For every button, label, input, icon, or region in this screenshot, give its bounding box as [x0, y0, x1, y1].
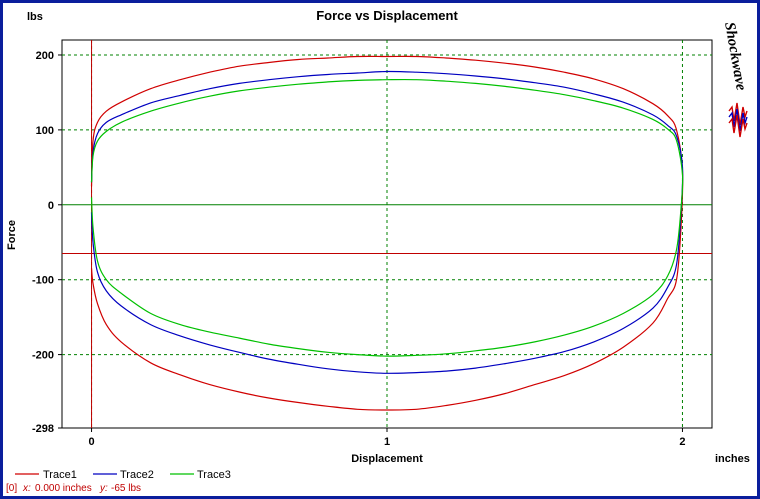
logo-wave-blue	[728, 108, 748, 132]
y-tick-label: -100	[32, 275, 54, 287]
y-unit-label: lbs	[27, 11, 43, 23]
y-tick-label: 0	[48, 200, 54, 212]
series-line-trace3[interactable]	[90, 78, 684, 357]
chart-canvas: Force vs Displacement lbs Force Displace…	[6, 8, 750, 494]
readout-x-value: 0.000 inches	[35, 483, 92, 494]
legend-label-trace1: Trace1	[43, 469, 77, 481]
readout-x-label: x:	[22, 483, 31, 494]
logo-wave-red	[728, 102, 748, 126]
x-axis-title: Displacement	[351, 453, 423, 465]
readout-y-label: y:	[99, 483, 108, 494]
x-tick-label: 2	[679, 436, 685, 448]
cursor-readout: [0] x: 0.000 inches y: -65 lbs	[6, 483, 141, 494]
chart-title: Force vs Displacement	[316, 8, 458, 23]
x-tick-label: 1	[384, 436, 390, 448]
y-tick-label: -298	[32, 423, 54, 435]
y-tick-label: 200	[36, 50, 54, 62]
tick-labels: 200 100 0 -100 -200 -298 0 1 2	[32, 50, 686, 448]
series-layer	[90, 55, 684, 411]
y-tick-label: 100	[36, 125, 54, 137]
readout-y-value: -65 lbs	[111, 483, 141, 494]
legend-label-trace3: Trace3	[197, 469, 231, 481]
x-unit-label: inches	[715, 453, 750, 465]
y-axis-title: Force	[6, 220, 18, 250]
x-tick-label: 0	[88, 436, 94, 448]
shockwave-logo: Shockwave	[721, 21, 749, 138]
legend-item-trace1[interactable]: Trace1	[15, 469, 77, 481]
legend: Trace1 Trace2 Trace3	[15, 469, 231, 481]
series-trace3	[90, 78, 684, 357]
legend-item-trace3[interactable]: Trace3	[170, 469, 231, 481]
logo-text: Shockwave	[721, 21, 749, 92]
legend-label-trace2: Trace2	[120, 469, 154, 481]
reference-lines	[62, 40, 712, 428]
readout-index: [0]	[6, 483, 17, 494]
logo-wave-red-2	[728, 114, 748, 138]
y-tick-label: -200	[32, 350, 54, 362]
legend-item-trace2[interactable]: Trace2	[93, 469, 154, 481]
